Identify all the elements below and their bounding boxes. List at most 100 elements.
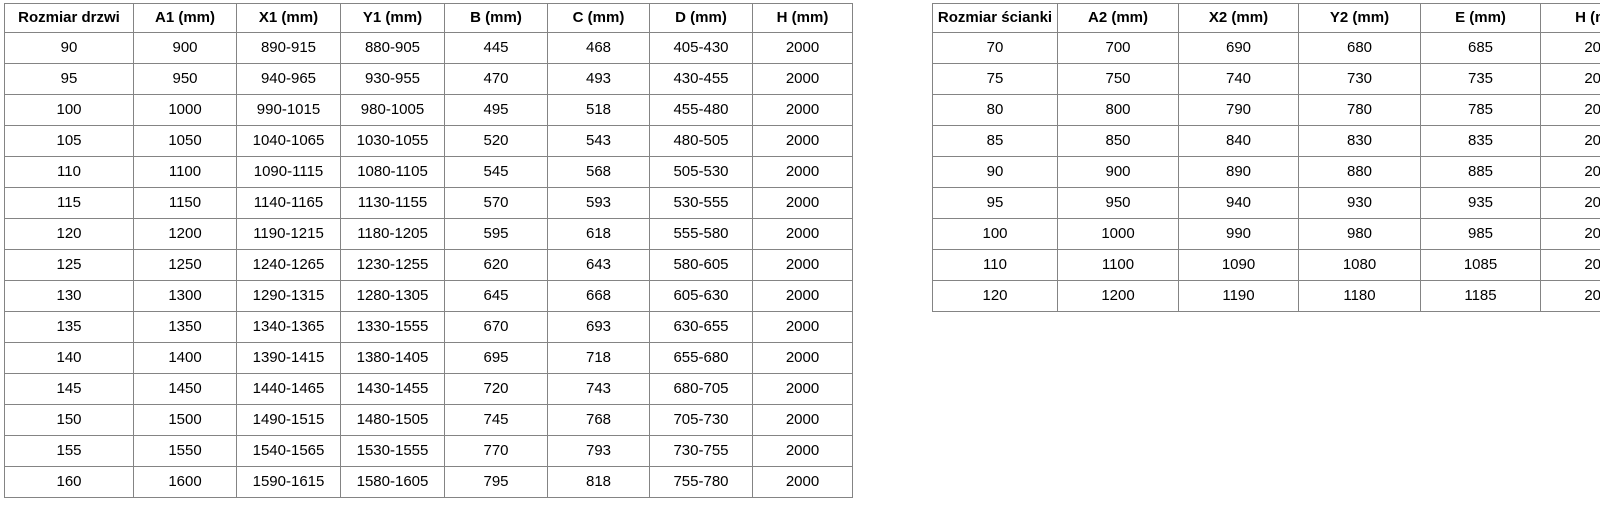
- row-label-cell: 100: [4, 94, 134, 126]
- table-cell: 743: [547, 373, 650, 405]
- table-row: 115 1150 1140-1165 1130-1155 570 593 530-555 20…: [4, 187, 853, 219]
- table-row: 959509409309352000: [932, 187, 1600, 219]
- column-header: Rozmiar ścianki: [932, 3, 1058, 33]
- table-row: 125 1250 1240-1265 1230-1255 620 643 580-605 20…: [4, 249, 853, 281]
- table-cell: 1280-1305: [340, 280, 445, 312]
- table-cell: 2000: [752, 280, 853, 312]
- table-cell: 980: [1298, 218, 1421, 250]
- table-cell: 1300: [133, 280, 237, 312]
- table-cell: 1200: [133, 218, 237, 250]
- table-row: 100 1000 990-1015 980-1005 495 518 455-480 2000: [4, 94, 853, 126]
- table-cell: 785: [1420, 94, 1541, 126]
- table-cell: 840: [1178, 125, 1299, 157]
- table-row: 110 1100 1090-1115 1080-1105 545 568 505-530 20…: [4, 156, 853, 188]
- table-cell: 1140-1165: [236, 187, 341, 219]
- table-row: 145 1450 1440-1465 1430-1455 720 743 680-705 20…: [4, 373, 853, 405]
- table-cell: 2000: [752, 342, 853, 374]
- table-cell: 990-1015: [236, 94, 341, 126]
- row-label-cell: 85: [932, 125, 1058, 157]
- table-cell: 1180: [1298, 280, 1421, 312]
- table-cell: 505-530: [649, 156, 753, 188]
- table-cell: 455-480: [649, 94, 753, 126]
- table-row: 160 1600 1590-1615 1580-1605 795 818 755-780 20…: [4, 466, 853, 498]
- table-cell: 1000: [1057, 218, 1179, 250]
- table-cell: 2000: [752, 311, 853, 343]
- table-cell: 1290-1315: [236, 280, 341, 312]
- table-cell: 1580-1605: [340, 466, 445, 498]
- table-cell: 2000: [1540, 156, 1600, 188]
- table-cell: 1250: [133, 249, 237, 281]
- table-cell: 2000: [752, 249, 853, 281]
- table-cell: 1150: [133, 187, 237, 219]
- table-cell: 655-680: [649, 342, 753, 374]
- row-label-cell: 120: [932, 280, 1058, 312]
- table-row: 140 1400 1390-1415 1380-1405 695 718 655-680 20…: [4, 342, 853, 374]
- column-header: B (mm): [444, 3, 548, 33]
- table-cell: 2000: [1540, 125, 1600, 157]
- table-cell: 1190-1215: [236, 218, 341, 250]
- row-label-cell: 145: [4, 373, 134, 405]
- table-cell: 1430-1455: [340, 373, 445, 405]
- table-cell: 1330-1555: [340, 311, 445, 343]
- table-cell: 750: [1057, 63, 1179, 95]
- table-row: 105 1050 1040-1065 1030-1055 520 543 480-505 20…: [4, 125, 853, 157]
- table-cell: 755-780: [649, 466, 753, 498]
- row-label-cell: 90: [4, 32, 134, 64]
- table-cell: 445: [444, 32, 548, 64]
- column-header: E (mm): [1420, 3, 1541, 33]
- table-cell: 468: [547, 32, 650, 64]
- table-cell: 530-555: [649, 187, 753, 219]
- column-header: Y1 (mm): [340, 3, 445, 33]
- table-cell: 735: [1420, 63, 1541, 95]
- table-cell: 1340-1365: [236, 311, 341, 343]
- table-cell: 1540-1565: [236, 435, 341, 467]
- table-cell: 1550: [133, 435, 237, 467]
- table-cell: 685: [1420, 32, 1541, 64]
- table-cell: 730: [1298, 63, 1421, 95]
- table-cell: 900: [133, 32, 237, 64]
- table-cell: 630-655: [649, 311, 753, 343]
- table-cell: 643: [547, 249, 650, 281]
- table-cell: 850: [1057, 125, 1179, 157]
- table-cell: 718: [547, 342, 650, 374]
- shower-wall-dimensions-table: Rozmiar ścianki A2 (mm) X2 (mm) Y2 (mm) E (m…: [932, 3, 1600, 312]
- column-header: A1 (mm): [133, 3, 237, 33]
- table-cell: 940-965: [236, 63, 341, 95]
- table-cell: 800: [1057, 94, 1179, 126]
- table-cell: 1440-1465: [236, 373, 341, 405]
- table-row: 707006906806852000: [932, 32, 1600, 64]
- table-cell: 705-730: [649, 404, 753, 436]
- table-cell: 568: [547, 156, 650, 188]
- table-cell: 790: [1178, 94, 1299, 126]
- table-cell: 1190: [1178, 280, 1299, 312]
- table-cell: 2000: [752, 63, 853, 95]
- table-cell: 1390-1415: [236, 342, 341, 374]
- table-cell: 1090: [1178, 249, 1299, 281]
- table-row: 909008908808852000: [932, 156, 1600, 188]
- table-cell: 518: [547, 94, 650, 126]
- table-cell: 670: [444, 311, 548, 343]
- table-cell: 1240-1265: [236, 249, 341, 281]
- row-label-cell: 105: [4, 125, 134, 157]
- row-label-cell: 115: [4, 187, 134, 219]
- table-cell: 1200: [1057, 280, 1179, 312]
- table-row: 130 1300 1290-1315 1280-1305 645 668 605-630 20…: [4, 280, 853, 312]
- table-cell: 1530-1555: [340, 435, 445, 467]
- column-header: X1 (mm): [236, 3, 341, 33]
- table-cell: 930: [1298, 187, 1421, 219]
- table-cell: 700: [1057, 32, 1179, 64]
- row-label-cell: 90: [932, 156, 1058, 188]
- column-header: X2 (mm): [1178, 3, 1299, 33]
- table-header-row: Rozmiar ścianki A2 (mm) X2 (mm) Y2 (mm) E (m…: [932, 3, 1600, 33]
- row-label-cell: 120: [4, 218, 134, 250]
- table-cell: 680-705: [649, 373, 753, 405]
- row-label-cell: 95: [932, 187, 1058, 219]
- table-cell: 595: [444, 218, 548, 250]
- table-cell: 593: [547, 187, 650, 219]
- table-row: 10010009909809852000: [932, 218, 1600, 250]
- table-cell: 780: [1298, 94, 1421, 126]
- row-label-cell: 110: [4, 156, 134, 188]
- table-cell: 620: [444, 249, 548, 281]
- table-cell: 1590-1615: [236, 466, 341, 498]
